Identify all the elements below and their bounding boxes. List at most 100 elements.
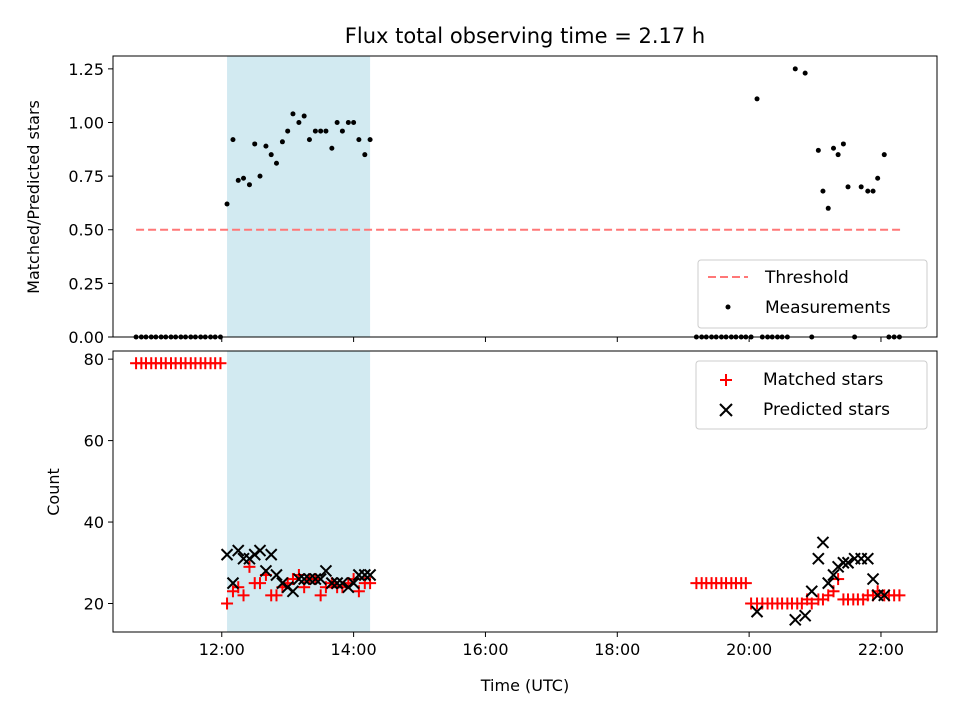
predicted-star-point	[861, 552, 874, 565]
predicted-legend-swatch	[719, 403, 733, 417]
bottom-y-axis-label: Count	[44, 468, 63, 516]
predicted-star-point	[805, 585, 818, 598]
y-tick-label: 0.75	[68, 167, 104, 186]
measurement-point	[356, 137, 362, 143]
y-tick-label: 1.25	[68, 60, 104, 79]
x-tick-label: 12:00	[199, 640, 245, 659]
measurement-point	[802, 70, 808, 76]
predicted-stars-points	[220, 536, 891, 626]
measurement-point	[339, 128, 345, 134]
y-tick-label: 1.00	[68, 113, 104, 132]
predicted-star-point	[330, 576, 344, 590]
measurement-point	[285, 128, 291, 134]
measurement-point	[273, 160, 279, 166]
matched-legend-label: Matched stars	[763, 370, 883, 390]
measurement-point	[268, 152, 274, 158]
measurement-point	[241, 175, 247, 181]
bottom-panel-frame	[112, 350, 938, 633]
predicted-star-point	[270, 568, 283, 582]
predicted-star-point	[789, 613, 802, 626]
predicted-star-point	[363, 568, 377, 582]
top-panel-frame	[112, 55, 938, 338]
measurement-points	[133, 66, 902, 340]
matched-star-point	[254, 577, 267, 590]
measurement-point	[263, 143, 269, 149]
measurement-point	[323, 128, 329, 134]
predicted-star-point	[325, 576, 339, 590]
predicted-star-point	[798, 609, 812, 622]
measurement-point	[252, 141, 258, 147]
measurement-point	[367, 137, 373, 143]
measurement-point	[881, 152, 887, 158]
y-tick-label: 60	[84, 432, 104, 451]
x-tick-label: 18:00	[594, 640, 640, 659]
y-tick-label: 40	[84, 513, 104, 532]
predicted-star-point	[812, 552, 825, 565]
predicted-star-point	[319, 564, 333, 578]
measurement-point	[329, 145, 335, 151]
measurement-point	[345, 119, 351, 125]
measurement-point	[840, 141, 846, 147]
measurement-point	[301, 113, 307, 119]
chart-title: Flux total observing time = 2.17 h	[345, 24, 705, 48]
measurement-point	[754, 96, 760, 102]
bottom-highlight-span	[227, 351, 371, 632]
predicted-star-point	[314, 572, 327, 586]
predicted-star-point	[841, 556, 855, 569]
predicted-star-point	[358, 568, 372, 582]
measurement-point	[235, 177, 241, 183]
measurement-point	[362, 152, 368, 158]
measurement-point	[312, 128, 318, 134]
predicted-star-point	[347, 576, 360, 590]
x-tick-label: 20:00	[726, 640, 772, 659]
predicted-star-point	[878, 589, 891, 602]
predicted-star-point	[866, 572, 880, 586]
predicted-star-point	[265, 548, 278, 561]
predicted-star-point	[226, 576, 240, 590]
matched-star-point	[739, 577, 752, 590]
measurement-point	[792, 66, 798, 72]
predicted-star-point	[827, 568, 840, 582]
predicted-star-point	[309, 572, 322, 586]
measurement-point	[351, 119, 357, 125]
y-tick-label: 0.50	[68, 221, 104, 240]
measurement-point	[870, 188, 876, 194]
top-highlight-span	[227, 56, 371, 337]
measurement-point	[230, 137, 236, 143]
measurement-point	[845, 184, 851, 190]
predicted-star-point	[837, 556, 850, 569]
measurement-point	[875, 175, 881, 181]
measurement-point	[820, 188, 826, 194]
measurement-point	[257, 173, 263, 179]
top-legend-box	[697, 259, 928, 329]
measurement-point	[831, 145, 837, 151]
matched-star-point	[221, 597, 234, 610]
measurement-point	[318, 128, 324, 134]
bottom-x-ticks: 12:00 14:00 16:00 18:00 20:00 22:00	[199, 632, 904, 659]
predicted-star-point	[822, 576, 835, 590]
measurement-point	[858, 184, 864, 190]
matched-legend-swatch	[720, 374, 732, 386]
measurement-point	[825, 205, 831, 211]
matched-star-point	[314, 589, 327, 602]
y-tick-label: 20	[84, 594, 104, 613]
measurement-point	[306, 137, 312, 143]
x-axis-label: Time (UTC)	[480, 676, 569, 695]
matched-star-point	[214, 357, 227, 370]
predicted-star-point	[253, 544, 267, 557]
measurement-point	[815, 147, 821, 153]
predicted-star-point	[232, 544, 245, 557]
predicted-star-point	[292, 572, 306, 586]
top-x-ticks	[221, 337, 882, 342]
matched-star-point	[805, 597, 818, 610]
predicted-star-point	[220, 548, 234, 561]
bottom-legend: Matched stars Predicted stars	[695, 360, 928, 430]
y-tick-label: 0.00	[68, 328, 104, 347]
predicted-star-point	[286, 585, 300, 598]
threshold-legend-label: Threshold	[764, 268, 849, 288]
top-legend: Threshold Measurements	[697, 259, 928, 329]
measurement-point	[279, 139, 285, 145]
matched-star-point	[243, 560, 256, 573]
